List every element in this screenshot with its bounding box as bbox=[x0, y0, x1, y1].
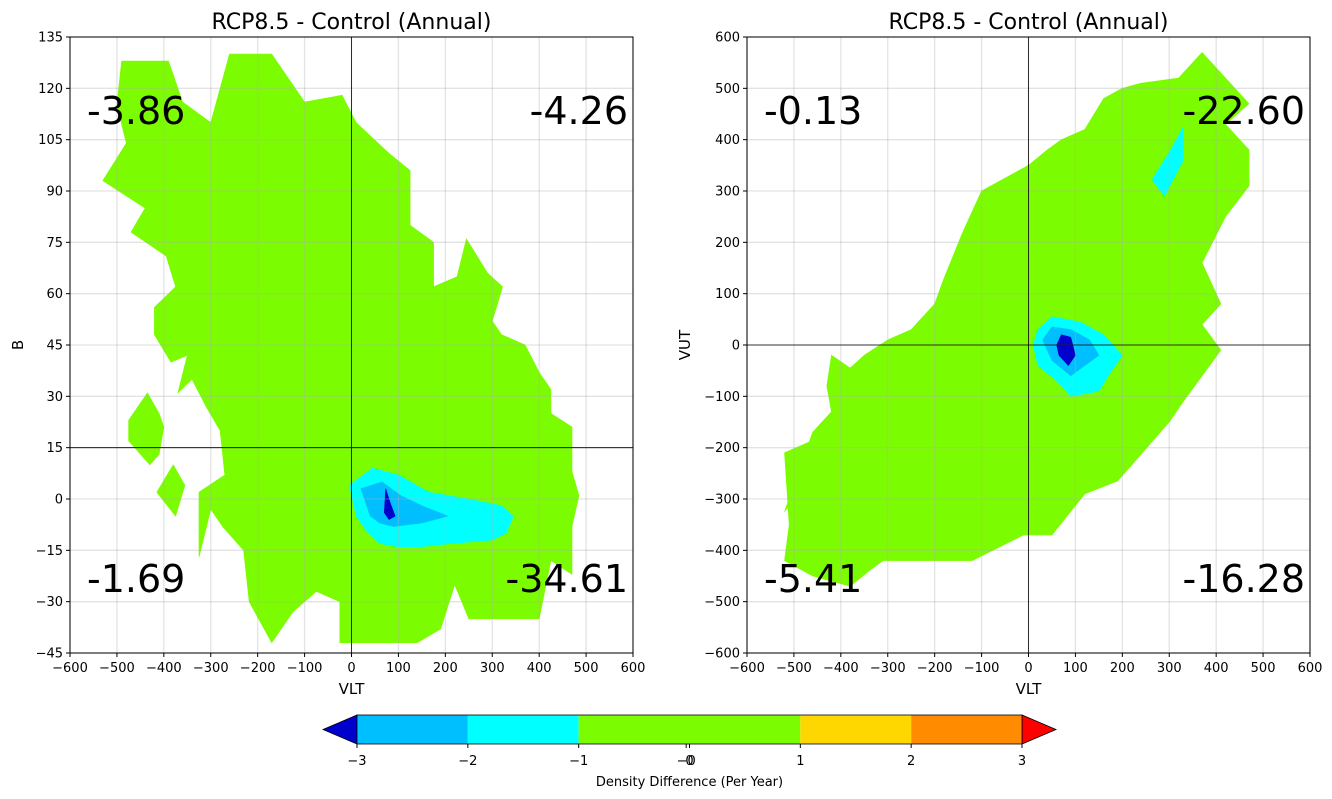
y-tick-label: 45 bbox=[46, 339, 63, 354]
x-tick-label: 400 bbox=[527, 661, 552, 676]
chart-title: RCP8.5 - Control (Annual) bbox=[889, 10, 1169, 35]
left-panel: −600 −500 −400 −300 −200 −100 0 100 200 300 400 500… bbox=[9, 10, 645, 698]
colorbar-tick-label: −1 bbox=[569, 754, 588, 769]
x-tick-label: 600 bbox=[1298, 661, 1323, 676]
quadrant-value-bottom-left: -1.69 bbox=[87, 557, 185, 601]
x-tick-label: 0 bbox=[1024, 661, 1032, 676]
y-axis-label: VUT bbox=[676, 329, 694, 360]
colorbar-extend-high bbox=[1021, 714, 1058, 745]
y-tick-label: −200 bbox=[704, 441, 740, 456]
quadrant-value-bottom-left: -5.41 bbox=[764, 557, 862, 601]
quadrant-value-top-left: -3.86 bbox=[87, 89, 185, 133]
colorbar-extend-low bbox=[321, 714, 358, 745]
contour-region bbox=[826, 354, 870, 407]
x-tick-label: −500 bbox=[776, 661, 812, 676]
y-tick-label: 15 bbox=[46, 441, 63, 456]
x-tick-label: −100 bbox=[287, 661, 323, 676]
x-tick-label: −600 bbox=[729, 661, 765, 676]
y-tick-label: 105 bbox=[38, 133, 63, 148]
contour-region bbox=[1152, 126, 1184, 197]
y-tick-label: 60 bbox=[46, 287, 63, 302]
x-tick-label: −500 bbox=[99, 661, 135, 676]
colorbar-tick-label: 3 bbox=[1018, 754, 1026, 769]
quadrant-value-bottom-right: -34.61 bbox=[506, 557, 629, 601]
colorbar-bin bbox=[800, 715, 912, 744]
y-axis-label: B bbox=[9, 340, 27, 350]
x-tick-label: −200 bbox=[917, 661, 953, 676]
contour-region bbox=[383, 488, 396, 520]
quadrant-value-top-left: -0.13 bbox=[764, 89, 862, 133]
contour-region bbox=[102, 53, 580, 644]
y-tick-label: −30 bbox=[36, 595, 63, 610]
y-tick-label: 600 bbox=[715, 31, 740, 46]
x-tick-label: 300 bbox=[480, 661, 505, 676]
x-tick-label: −300 bbox=[870, 661, 906, 676]
x-tick-label: 500 bbox=[1251, 661, 1276, 676]
y-tick-label: −300 bbox=[704, 493, 740, 508]
x-tick-label: 400 bbox=[1204, 661, 1229, 676]
y-tick-label: −600 bbox=[704, 647, 740, 662]
x-tick-label: −200 bbox=[240, 661, 276, 676]
y-tick-label: −400 bbox=[704, 544, 740, 559]
colorbar-tick-label: 2 bbox=[907, 754, 915, 769]
contour-region bbox=[128, 392, 165, 466]
x-tick-label: −400 bbox=[146, 661, 182, 676]
y-tick-label: 30 bbox=[46, 390, 63, 405]
colorbar-tick-label: −2 bbox=[458, 754, 477, 769]
contour-region bbox=[1056, 334, 1076, 366]
x-tick-label: −100 bbox=[964, 661, 1000, 676]
right-panel: −600 −500 −400 −300 −200 −100 0 100 200 300 400 500… bbox=[676, 10, 1322, 698]
x-tick-label: 500 bbox=[574, 661, 599, 676]
x-tick-label: 100 bbox=[1063, 661, 1088, 676]
colorbar-label: Density Difference (Per Year) bbox=[596, 775, 783, 790]
y-tick-label: 400 bbox=[715, 133, 740, 148]
x-tick-label: 200 bbox=[1110, 661, 1135, 676]
y-tick-label: 120 bbox=[38, 82, 63, 97]
x-tick-label: −600 bbox=[52, 661, 88, 676]
y-tick-label: 135 bbox=[38, 31, 63, 46]
colorbar-bin bbox=[357, 715, 468, 744]
colorbar-tick-label: −0 bbox=[677, 754, 696, 769]
contour-region bbox=[784, 51, 1250, 587]
y-tick-label: −45 bbox=[36, 647, 63, 662]
quadrant-value-bottom-right: -16.28 bbox=[1183, 557, 1306, 601]
y-tick-label: 0 bbox=[55, 493, 63, 508]
colorbar-bin bbox=[578, 715, 801, 744]
x-tick-label: −400 bbox=[823, 661, 859, 676]
y-tick-label: 100 bbox=[715, 287, 740, 302]
y-tick-label: 0 bbox=[732, 339, 740, 354]
quadrant-value-top-right: -22.60 bbox=[1183, 89, 1306, 133]
x-tick-label: 300 bbox=[1157, 661, 1182, 676]
x-tick-label: 100 bbox=[386, 661, 411, 676]
y-tick-label: −15 bbox=[36, 544, 63, 559]
colorbar-bin bbox=[467, 715, 579, 744]
y-tick-label: 90 bbox=[46, 185, 63, 200]
y-tick-label: −100 bbox=[704, 390, 740, 405]
chart-title: RCP8.5 - Control (Annual) bbox=[212, 10, 492, 35]
x-axis-label: VLT bbox=[1016, 680, 1043, 698]
contour-region bbox=[156, 464, 186, 517]
y-tick-label: 200 bbox=[715, 236, 740, 251]
colorbar-bin bbox=[911, 715, 1022, 744]
x-tick-label: 600 bbox=[621, 661, 646, 676]
colorbar: −3 −2 −1 −00 1 2 3 Density Difference (Per Year… bbox=[321, 714, 1058, 790]
x-axis-label: VLT bbox=[339, 680, 366, 698]
y-tick-label: −500 bbox=[704, 595, 740, 610]
x-tick-label: 0 bbox=[347, 661, 355, 676]
colorbar-tick-label: 1 bbox=[796, 754, 804, 769]
y-tick-label: 300 bbox=[715, 185, 740, 200]
x-tick-label: 200 bbox=[433, 661, 458, 676]
quadrant-value-top-right: -4.26 bbox=[530, 89, 628, 133]
y-tick-label: 500 bbox=[715, 82, 740, 97]
colorbar-tick-label: −3 bbox=[347, 754, 366, 769]
contour-region bbox=[360, 481, 449, 527]
colorbar-tick-label: 0 bbox=[685, 754, 693, 769]
y-tick-label: 75 bbox=[46, 236, 63, 251]
x-tick-label: −300 bbox=[193, 661, 229, 676]
